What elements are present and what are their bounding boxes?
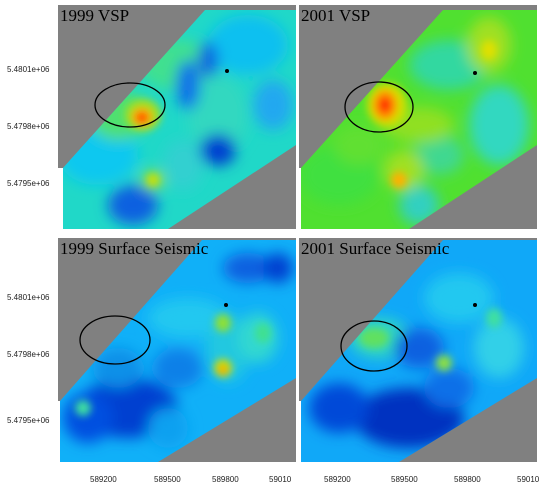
x-tick-label: 589200 xyxy=(90,475,117,484)
y-tick-label: 5.4798e+06 xyxy=(7,122,50,131)
y-tick-label: 5.4795e+06 xyxy=(7,179,50,188)
panel-title: 2001 Surface Seismic xyxy=(301,239,450,258)
panel-title: 2001 VSP xyxy=(301,6,371,25)
panel-2001-surface-seismic: 2001 Surface Seismic xyxy=(299,238,537,462)
x-tick-label: 589800 xyxy=(454,475,481,484)
ellipse-outline-icon xyxy=(79,315,151,365)
amplitude-field xyxy=(301,240,537,462)
amplitude-field xyxy=(60,240,296,462)
surface-1999-map xyxy=(58,240,296,462)
panel-1999-surface-seismic: 1999 Surface Seismic xyxy=(58,238,296,462)
x-tick-label: 59010 xyxy=(517,475,540,484)
x-tick-label: 589800 xyxy=(212,475,239,484)
vsp-2001-map xyxy=(299,10,537,229)
panel-1999-vsp: 1999 VSP xyxy=(58,5,296,229)
ellipse-outline-icon xyxy=(340,320,408,372)
y-tick-label: 5.4801e+06 xyxy=(7,293,50,302)
x-tick-label: 59010 xyxy=(269,475,292,484)
y-tick-label: 5.4801e+06 xyxy=(7,65,50,74)
y-tick-label: 5.4795e+06 xyxy=(7,416,50,425)
ellipse-outline-icon xyxy=(344,81,414,133)
dot-icon xyxy=(224,303,228,307)
amplitude-field xyxy=(301,10,537,229)
ellipse-outline-icon xyxy=(94,82,166,128)
panel-title: 1999 VSP xyxy=(60,6,130,25)
panel-title: 1999 Surface Seismic xyxy=(60,239,209,258)
panel-2001-vsp: 2001 VSP xyxy=(299,5,537,229)
x-tick-label: 589500 xyxy=(154,475,181,484)
dot-icon xyxy=(225,69,229,73)
x-tick-label: 589500 xyxy=(391,475,418,484)
y-tick-label: 5.4798e+06 xyxy=(7,350,50,359)
x-tick-label: 589200 xyxy=(324,475,351,484)
vsp-1999-map xyxy=(58,10,296,229)
surface-2001-map xyxy=(299,240,537,462)
dot-icon xyxy=(473,303,477,307)
amplitude-field xyxy=(63,10,296,229)
dot-icon xyxy=(473,71,477,75)
